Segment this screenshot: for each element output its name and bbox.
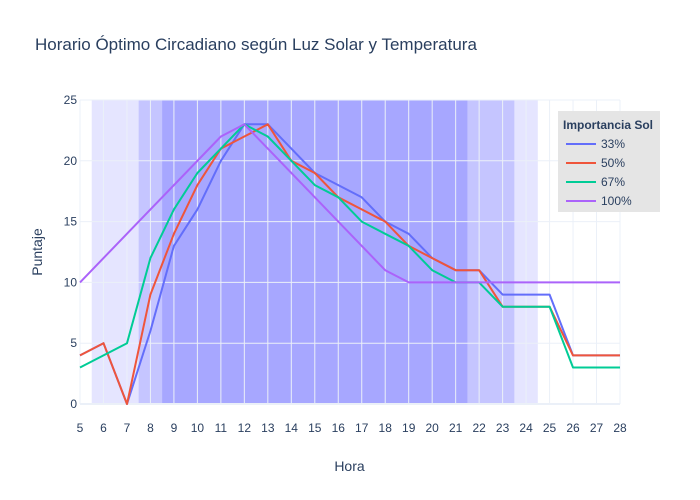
gridlines <box>79 99 621 405</box>
series-lines[interactable] <box>79 123 620 405</box>
x-tick-label: 23 <box>496 421 510 435</box>
chart-title: Horario Óptimo Circadiano según Luz Sola… <box>35 35 477 54</box>
x-axis-title: Hora <box>334 458 365 474</box>
x-tick-label: 18 <box>379 421 393 435</box>
legend-title: Importancia Sol <box>563 118 653 132</box>
x-tick-label: 7 <box>124 421 131 435</box>
legend-item-label[interactable]: 67% <box>601 175 625 189</box>
x-tick-label: 21 <box>449 421 463 435</box>
x-tick-label: 26 <box>566 421 580 435</box>
x-axis-ticks: 5 6 7 8 9 10 11 12 13 14 15 16 17 18 19 20 21 22 23 24 25 26 2… <box>77 421 627 435</box>
x-tick-label: 17 <box>355 421 369 435</box>
series-line-67pct[interactable] <box>79 123 620 369</box>
y-tick-label: 15 <box>64 215 78 229</box>
x-tick-label: 24 <box>519 421 533 435</box>
x-tick-label: 15 <box>308 421 322 435</box>
legend-background <box>558 111 660 212</box>
y-tick-label: 20 <box>64 154 78 168</box>
y-tick-label: 10 <box>64 275 78 289</box>
highlight-band-2 <box>138 100 515 404</box>
series-line-100pct[interactable] <box>79 123 620 284</box>
x-tick-label: 28 <box>613 421 627 435</box>
x-tick-label: 19 <box>402 421 416 435</box>
legend-item-label[interactable]: 50% <box>601 156 625 170</box>
legend-item-label[interactable]: 33% <box>601 137 625 151</box>
x-tick-label: 11 <box>215 421 228 435</box>
x-tick-label: 14 <box>285 421 299 435</box>
x-tick-label: 20 <box>425 421 439 435</box>
series-line-33pct[interactable] <box>79 123 620 405</box>
x-tick-label: 13 <box>261 421 275 435</box>
x-tick-label: 10 <box>191 421 205 435</box>
y-axis-title: Puntaje <box>29 228 45 276</box>
x-tick-label: 16 <box>332 421 346 435</box>
y-axis-ticks: 0 5 10 15 20 25 <box>64 93 78 411</box>
y-tick-label: 5 <box>70 336 77 350</box>
y-tick-label: 0 <box>70 397 77 411</box>
x-tick-label: 22 <box>472 421 486 435</box>
y-tick-label: 25 <box>64 93 78 107</box>
x-tick-label: 5 <box>77 421 84 435</box>
x-tick-label: 25 <box>543 421 557 435</box>
x-tick-label: 6 <box>100 421 107 435</box>
x-tick-label: 9 <box>171 421 178 435</box>
x-tick-label: 12 <box>238 421 252 435</box>
legend-item-label[interactable]: 100% <box>601 194 632 208</box>
x-tick-label: 8 <box>147 421 154 435</box>
legend[interactable]: Importancia Sol 33% 50% 67% 100% <box>558 111 660 212</box>
x-tick-label: 27 <box>590 421 604 435</box>
